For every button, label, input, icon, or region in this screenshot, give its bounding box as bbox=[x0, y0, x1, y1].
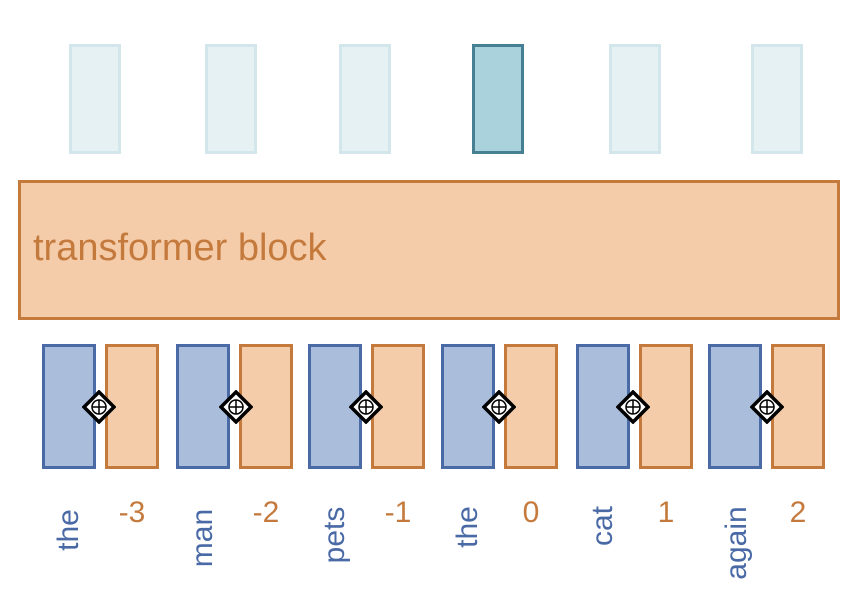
plus-diamond-icon bbox=[482, 390, 516, 424]
output-vector-3 bbox=[339, 44, 391, 154]
position-embedding-3 bbox=[371, 344, 425, 469]
position-label-3: -1 bbox=[384, 496, 412, 529]
transformer-block: transformer block bbox=[18, 180, 840, 320]
token-word-4: the bbox=[451, 506, 484, 548]
plus-diamond-icon bbox=[750, 390, 784, 424]
token-word-2: man bbox=[186, 508, 219, 568]
token-word-5: cat bbox=[586, 505, 619, 547]
token-word-3: pets bbox=[318, 506, 351, 564]
output-vector-6 bbox=[751, 44, 803, 154]
plus-diamond-icon bbox=[349, 390, 383, 424]
position-label-4: 0 bbox=[522, 496, 540, 529]
position-label-2: -2 bbox=[252, 496, 280, 529]
token-word-6: again bbox=[720, 506, 753, 580]
token-word-1: the bbox=[52, 509, 85, 551]
output-vector-4-active bbox=[472, 44, 524, 154]
output-vector-1 bbox=[69, 44, 121, 154]
plus-diamond-icon bbox=[616, 390, 650, 424]
plus-diamond-icon bbox=[219, 390, 253, 424]
output-vector-5 bbox=[609, 44, 661, 154]
position-label-1: -3 bbox=[118, 496, 146, 529]
position-label-6: 2 bbox=[789, 496, 807, 529]
output-vector-2 bbox=[205, 44, 257, 154]
transformer-block-label: transformer block bbox=[33, 227, 327, 269]
position-label-5: 1 bbox=[657, 496, 675, 529]
plus-diamond-icon bbox=[82, 390, 116, 424]
